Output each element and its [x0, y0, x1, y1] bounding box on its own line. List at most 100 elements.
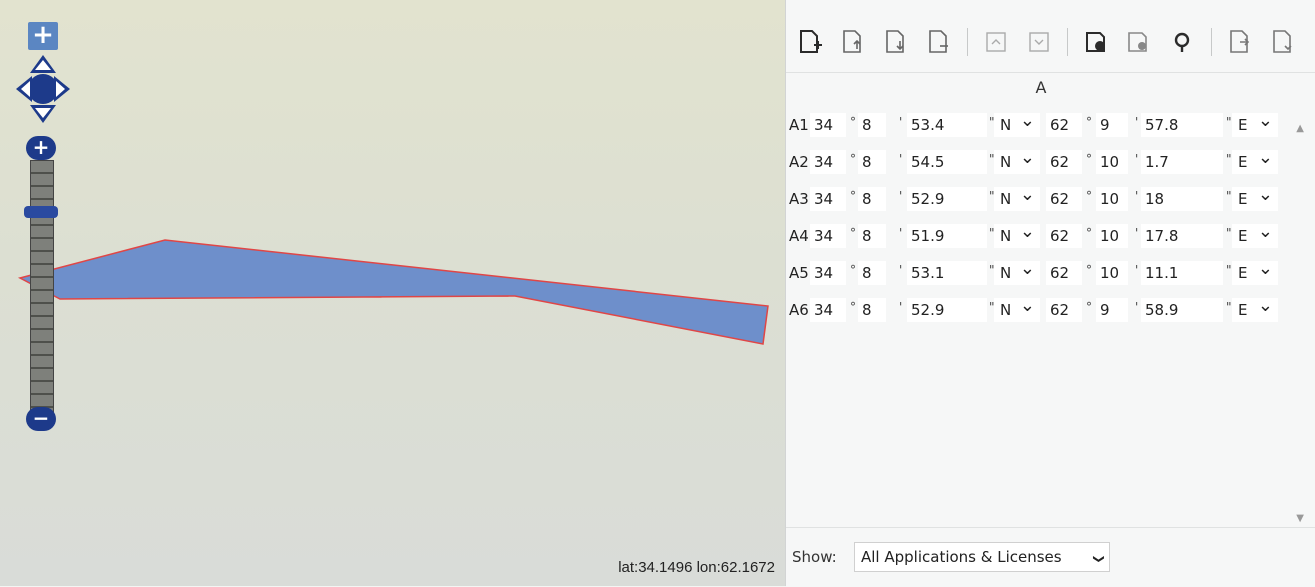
show-label: Show:	[792, 548, 837, 566]
move-up-button[interactable]	[982, 26, 1011, 58]
scroll-up-icon[interactable]: ▲	[1296, 123, 1304, 134]
row-label: A6	[789, 301, 809, 319]
lon-minutes-input[interactable]: 10	[1096, 261, 1128, 285]
lat-seconds-value: 53.4	[911, 116, 945, 134]
unit-mark: '	[899, 226, 903, 240]
lat-direction-value: N	[1000, 301, 1012, 319]
show-filter-value: All Applications & Licenses	[861, 548, 1062, 566]
lon-degrees-input[interactable]: 62	[1046, 113, 1082, 137]
lon-minutes-input[interactable]: 10	[1096, 224, 1128, 248]
lon-seconds-input[interactable]: 18	[1141, 187, 1223, 211]
lon-direction-select[interactable]: E ⌄	[1232, 147, 1278, 174]
chevron-down-icon: ❯	[1092, 554, 1106, 564]
zoom-slider-handle[interactable]	[24, 206, 58, 218]
lat-direction-select[interactable]: N ⌄	[994, 221, 1040, 248]
zoom-track[interactable]	[30, 160, 54, 414]
lon-minutes-input[interactable]: 10	[1096, 187, 1128, 211]
lon-direction-select[interactable]: E ⌄	[1232, 221, 1278, 248]
lon-direction-select[interactable]: E ⌄	[1232, 258, 1278, 285]
lat-seconds-input[interactable]: 52.9	[907, 298, 987, 322]
footer: Show: All Applications & Licenses ❯	[786, 527, 1315, 587]
lon-degrees-input[interactable]: 62	[1046, 298, 1082, 322]
coordinate-row: A1 34 ° 8 ' 53.4 " N ⌄ 62 ° 9 ' 57.8 " E ⌄	[786, 110, 1296, 141]
lat-minutes-value: 8	[862, 264, 872, 282]
scroll-down-icon[interactable]: ▼	[1296, 513, 1304, 524]
lat-degrees-input[interactable]: 34	[810, 113, 846, 137]
lon-degrees-value: 62	[1050, 264, 1070, 282]
zoom-in-button-top[interactable]: +	[28, 22, 58, 50]
map-pin-icon	[1174, 32, 1190, 52]
last-document-button[interactable]	[1268, 26, 1297, 58]
lon-direction-select[interactable]: E ⌄	[1232, 184, 1278, 211]
lat-minutes-value: 8	[862, 227, 872, 245]
lon-minutes-input[interactable]: 9	[1096, 113, 1128, 137]
lat-seconds-input[interactable]: 54.5	[907, 150, 987, 174]
lat-minutes-input[interactable]: 8	[858, 298, 886, 322]
lat-degrees-input[interactable]: 34	[810, 187, 846, 211]
import-document-button[interactable]	[839, 26, 868, 58]
lon-seconds-input[interactable]: 57.8	[1141, 113, 1223, 137]
lat-minutes-input[interactable]: 8	[858, 187, 886, 211]
lat-seconds-value: 52.9	[911, 190, 945, 208]
lat-seconds-input[interactable]: 52.9	[907, 187, 987, 211]
pan-control[interactable]	[16, 55, 70, 123]
lon-degrees-value: 62	[1050, 301, 1070, 319]
lat-minutes-input[interactable]: 8	[858, 150, 886, 174]
lat-degrees-input[interactable]: 34	[810, 298, 846, 322]
unit-mark: °	[850, 115, 856, 129]
lon-minutes-input[interactable]: 10	[1096, 150, 1128, 174]
lon-minutes-input[interactable]: 9	[1096, 298, 1128, 322]
lat-direction-select[interactable]: N ⌄	[994, 147, 1040, 174]
lat-seconds-value: 52.9	[911, 301, 945, 319]
lat-degrees-value: 34	[814, 264, 834, 282]
zoom-out-button[interactable]: −	[26, 407, 56, 431]
next-document-button[interactable]	[1225, 26, 1254, 58]
lat-direction-value: N	[1000, 190, 1012, 208]
lon-degrees-input[interactable]: 62	[1046, 261, 1082, 285]
chevron-down-icon: ⌄	[1019, 295, 1035, 316]
map-view[interactable]: + + − lat:34.1496 lon:62.1672	[0, 0, 785, 586]
lat-direction-select[interactable]: N ⌄	[994, 258, 1040, 285]
move-down-button[interactable]	[1025, 26, 1054, 58]
folder-remove-button[interactable]	[1125, 26, 1154, 58]
lat-minutes-input[interactable]: 8	[858, 113, 886, 137]
lon-direction-value: E	[1238, 264, 1248, 282]
parcel-polygon[interactable]	[17, 239, 769, 345]
lon-seconds-value: 1.7	[1145, 153, 1169, 171]
show-filter-select[interactable]: All Applications & Licenses ❯	[854, 542, 1110, 572]
folder-add-icon	[1085, 32, 1105, 52]
folder-add-button[interactable]	[1082, 26, 1111, 58]
lon-seconds-value: 17.8	[1145, 227, 1179, 245]
remove-document-button[interactable]	[924, 26, 953, 58]
map-pin-button[interactable]	[1168, 26, 1197, 58]
zoom-bar[interactable]: + −	[24, 136, 58, 431]
lat-direction-select[interactable]: N ⌄	[994, 110, 1040, 137]
lat-degrees-input[interactable]: 34	[810, 150, 846, 174]
lon-direction-value: E	[1238, 153, 1248, 171]
zoom-in-button[interactable]: +	[26, 136, 56, 160]
lon-degrees-input[interactable]: 62	[1046, 150, 1082, 174]
lon-degrees-value: 62	[1050, 153, 1070, 171]
lon-direction-select[interactable]: E ⌄	[1232, 110, 1278, 137]
lat-seconds-input[interactable]: 53.4	[907, 113, 987, 137]
lat-degrees-input[interactable]: 34	[810, 224, 846, 248]
lat-direction-select[interactable]: N ⌄	[994, 295, 1040, 322]
lon-seconds-input[interactable]: 11.1	[1141, 261, 1223, 285]
lon-seconds-input[interactable]: 17.8	[1141, 224, 1223, 248]
add-document-button[interactable]	[796, 26, 825, 58]
lat-minutes-input[interactable]: 8	[858, 224, 886, 248]
unit-mark: °	[1086, 300, 1092, 314]
lat-degrees-input[interactable]: 34	[810, 261, 846, 285]
export-document-button[interactable]	[881, 26, 910, 58]
lat-direction-select[interactable]: N ⌄	[994, 184, 1040, 211]
lat-seconds-input[interactable]: 51.9	[907, 224, 987, 248]
lon-seconds-input[interactable]: 1.7	[1141, 150, 1223, 174]
lon-direction-select[interactable]: E ⌄	[1232, 295, 1278, 322]
lon-degrees-input[interactable]: 62	[1046, 187, 1082, 211]
row-label: A3	[789, 190, 809, 208]
lon-seconds-input[interactable]: 58.9	[1141, 298, 1223, 322]
lat-seconds-input[interactable]: 53.1	[907, 261, 987, 285]
lat-minutes-input[interactable]: 8	[858, 261, 886, 285]
lon-degrees-input[interactable]: 62	[1046, 224, 1082, 248]
coordinate-row: A2 34 ° 8 ' 54.5 " N ⌄ 62 ° 10 ' 1.7 " E ⌄	[786, 147, 1296, 178]
